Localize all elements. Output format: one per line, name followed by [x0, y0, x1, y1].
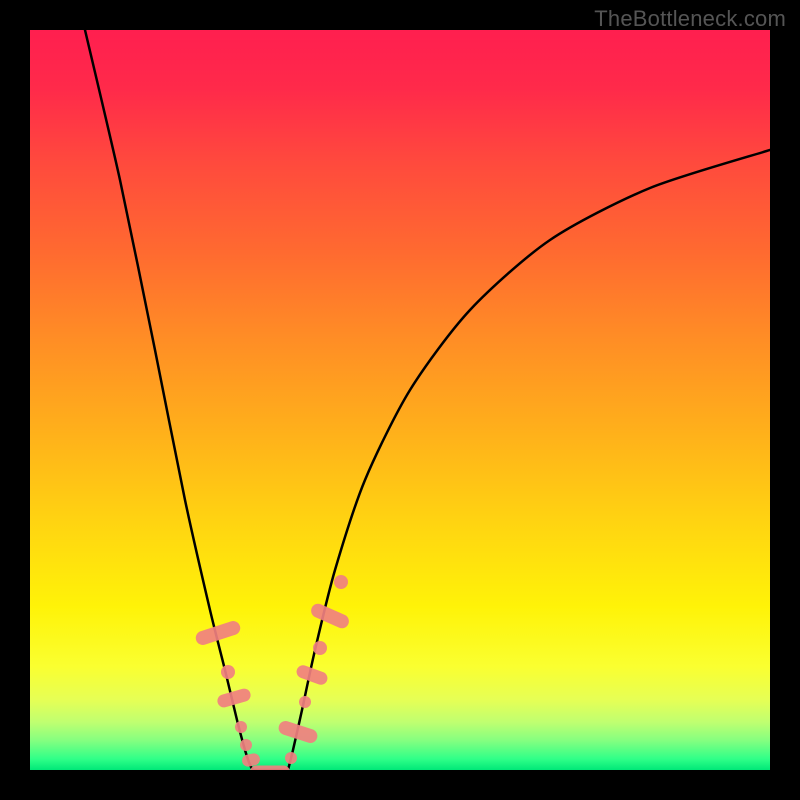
marker-right-dot-2	[299, 696, 311, 708]
marker-cluster	[194, 575, 351, 770]
watermark-text: TheBottleneck.com	[594, 6, 786, 32]
marker-left-run-3	[241, 752, 261, 767]
marker-left-dot-2	[235, 721, 247, 733]
marker-right-dot-1	[285, 752, 297, 764]
marker-right-dot-3	[313, 641, 327, 655]
chart-plot-area	[30, 30, 770, 770]
marker-bottom-run	[250, 766, 290, 771]
bottleneck-curve	[30, 30, 770, 770]
marker-left-dot-3	[240, 739, 252, 751]
curve-left-branch	[85, 30, 253, 770]
curve-right-branch	[288, 150, 770, 770]
marker-left-dot-1	[221, 665, 235, 679]
marker-right-dot-4	[334, 575, 348, 589]
marker-right-run-3	[309, 601, 351, 630]
